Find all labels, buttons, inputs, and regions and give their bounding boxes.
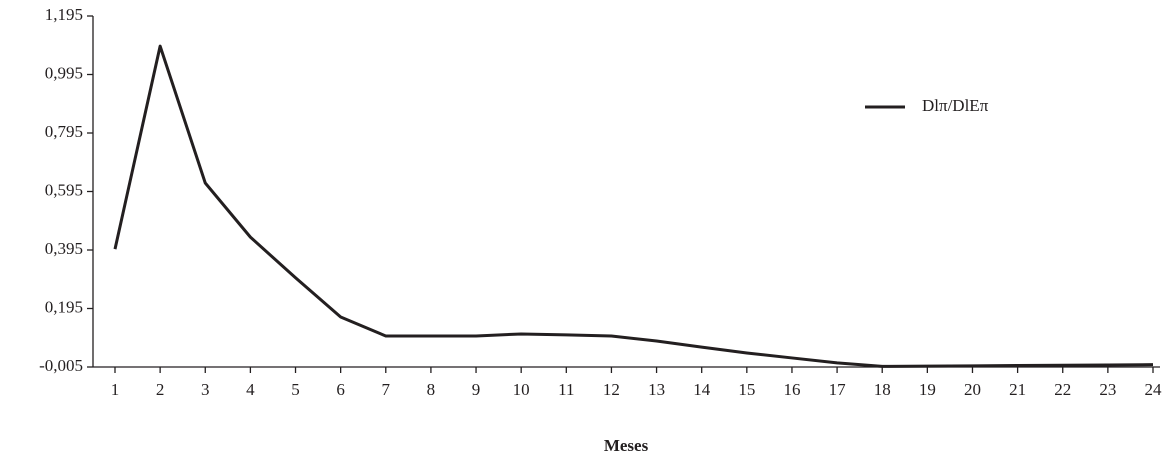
y-tick-label: 0,795 xyxy=(45,122,83,141)
x-tick-label: 20 xyxy=(964,380,981,399)
line xyxy=(113,44,1154,368)
y-tick-label: 0,595 xyxy=(45,180,83,199)
x-tick-label: 12 xyxy=(603,380,620,399)
x-tick-label: 16 xyxy=(783,380,800,399)
x-tick-label: 21 xyxy=(1009,380,1026,399)
x-tick-label: 13 xyxy=(648,380,665,399)
x-tick-label: 11 xyxy=(558,380,574,399)
x-tick-label: 23 xyxy=(1099,380,1116,399)
x-tick-label: 3 xyxy=(201,380,210,399)
y-tick-label: 0,995 xyxy=(45,63,83,82)
x-tick-label: 4 xyxy=(246,380,255,399)
x-tick-label: 2 xyxy=(156,380,165,399)
x-tick-label: 22 xyxy=(1054,380,1071,399)
legend-label: Dlπ/DlEπ xyxy=(922,96,989,115)
x-tick-label: 8 xyxy=(427,380,436,399)
x-tick-label: 17 xyxy=(829,380,847,399)
y-tick-label: 1,195 xyxy=(45,5,83,24)
y-tick-label: -0,005 xyxy=(39,356,83,375)
x-tick-label: 15 xyxy=(738,380,755,399)
x-tick-label: 6 xyxy=(336,380,345,399)
x-tick-label: 10 xyxy=(513,380,530,399)
x-tick-label: 7 xyxy=(382,380,391,399)
x-tick-label: 9 xyxy=(472,380,481,399)
x-axis-label: Meses xyxy=(604,436,649,455)
x-tick-label: 5 xyxy=(291,380,300,399)
x-tick-label: 19 xyxy=(919,380,936,399)
x-tick-label: 14 xyxy=(693,380,711,399)
y-tick-label: 0,395 xyxy=(45,239,83,258)
x-tick-label: 1 xyxy=(111,380,120,399)
x-tick-label: 18 xyxy=(874,380,891,399)
y-tick-label: 0,195 xyxy=(45,297,83,316)
x-tick-label: 24 xyxy=(1145,380,1163,399)
